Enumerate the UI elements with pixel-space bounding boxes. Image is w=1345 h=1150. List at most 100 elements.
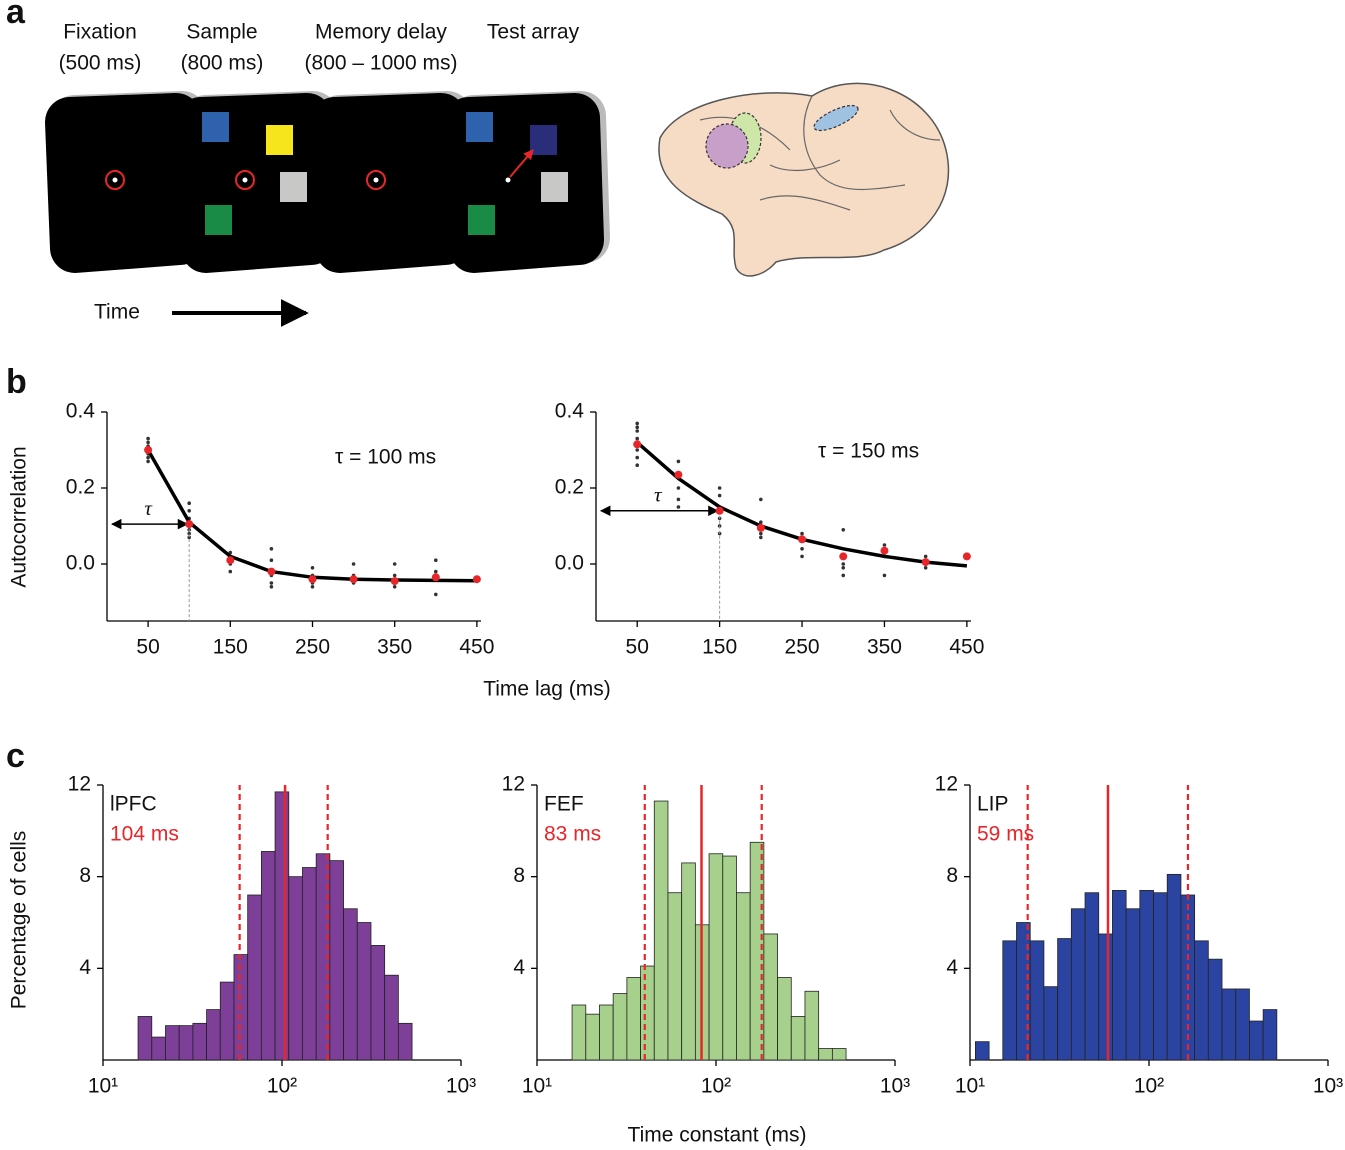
x-tick-label: 150 [702, 636, 737, 659]
x-tick-label: 350 [867, 636, 902, 659]
bar [288, 876, 303, 1061]
mean-dot [144, 446, 153, 454]
annotation: τ = 150 ms [818, 440, 919, 463]
mean-dot [472, 575, 481, 584]
mean-dot [962, 552, 971, 561]
sample-dot [433, 569, 438, 574]
epoch-label: (800 – 1000 ms) [305, 52, 458, 75]
x-tick-label: 450 [949, 636, 984, 659]
sample-dot [187, 535, 191, 540]
time-label: Time [94, 301, 140, 324]
bar [790, 1016, 806, 1061]
x-tick-label: 50 [136, 636, 159, 659]
x-tick-label: 250 [785, 636, 820, 659]
mean-dot [308, 575, 317, 584]
sample-dot [269, 581, 274, 585]
mean-dot [431, 573, 440, 582]
bar [233, 954, 249, 1061]
area-label: LIP [977, 793, 1009, 816]
bar [818, 1048, 833, 1061]
sample-dot [841, 528, 846, 532]
bar [708, 853, 724, 1061]
bar [1057, 938, 1072, 1061]
sample-dot [676, 505, 681, 509]
x-axis-label: Time lag (ms) [483, 678, 611, 701]
x-tick-label: 10³ [1313, 1075, 1343, 1098]
bar [1207, 958, 1223, 1061]
bar [640, 965, 655, 1061]
x-tick-label: 10² [267, 1075, 297, 1098]
bar [777, 977, 792, 1061]
sample-dot [269, 585, 274, 589]
sample-dot [392, 585, 397, 589]
bar [1139, 890, 1154, 1061]
median-label: 104 ms [110, 823, 179, 846]
bar [247, 894, 262, 1061]
bar [1125, 908, 1141, 1061]
epoch-label: Memory delay [315, 21, 447, 44]
bar [274, 791, 290, 1061]
sample-dot [841, 573, 846, 578]
x-tick-label: 350 [377, 636, 412, 659]
bar [165, 1025, 180, 1061]
sample-dot [882, 573, 887, 578]
bar [343, 908, 358, 1061]
x-tick-label: 10¹ [522, 1075, 552, 1098]
y-tick-label: 12 [935, 773, 958, 796]
y-tick-label: 8 [513, 864, 525, 887]
bar [329, 860, 344, 1061]
bar [722, 855, 737, 1061]
epoch-label: (800 ms) [181, 52, 264, 75]
bar [571, 1004, 587, 1061]
y-tick-label: 0.2 [555, 476, 584, 499]
x-tick-label: 10² [1134, 1075, 1164, 1098]
sample-dot [676, 459, 681, 464]
median-label: 59 ms [977, 823, 1034, 846]
sample-dot [310, 566, 315, 570]
mean-dot [633, 440, 642, 449]
bar [612, 993, 628, 1061]
sample-dot [433, 592, 438, 597]
bar [151, 1036, 166, 1061]
bar [1098, 933, 1113, 1061]
bar [599, 1004, 614, 1061]
epoch-label: Fixation [63, 21, 137, 44]
x-tick-label: 450 [459, 636, 494, 659]
sample-dot [187, 509, 191, 513]
y-tick-label: 0.0 [66, 552, 95, 575]
sample-dot [146, 440, 150, 445]
sample-dot [800, 531, 804, 536]
bar [1029, 940, 1045, 1061]
mean-dot [267, 567, 276, 576]
bar [397, 1022, 413, 1061]
bar [370, 945, 386, 1061]
sample-dot [800, 554, 804, 559]
panel-label: a [6, 0, 26, 31]
sample-dot [187, 501, 191, 506]
sample-dot [146, 436, 150, 441]
bar [219, 981, 235, 1061]
x-tick-label: 10³ [446, 1075, 476, 1098]
sample-dot [717, 493, 722, 498]
x-tick-label: 10³ [880, 1075, 910, 1098]
tau-label: τ [654, 483, 663, 507]
fit-line [146, 449, 477, 583]
sample-dot [433, 558, 438, 562]
sample-dot [269, 547, 274, 551]
bar [178, 1025, 194, 1061]
sample-dot [635, 448, 640, 452]
x-tick-label: 150 [213, 636, 248, 659]
tau-label: τ [144, 496, 153, 520]
x-axis-label: Time constant (ms) [628, 1124, 807, 1147]
sample-dot [635, 425, 640, 430]
mean-dot [798, 535, 807, 544]
sample-dot [717, 486, 722, 490]
bar [137, 1016, 153, 1061]
y-tick-label: 0.0 [555, 552, 584, 575]
y-tick-label: 8 [946, 864, 958, 887]
bar [804, 990, 820, 1061]
x-tick-label: 10¹ [88, 1075, 118, 1098]
bar [1249, 1020, 1264, 1061]
sample-dot [635, 429, 640, 433]
